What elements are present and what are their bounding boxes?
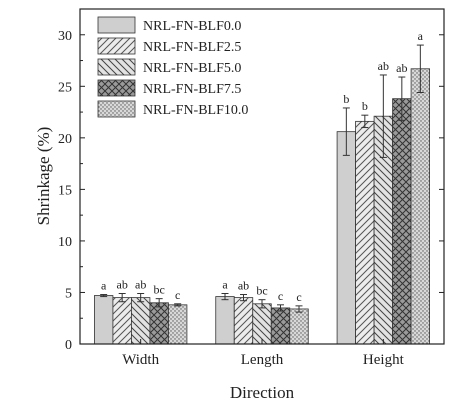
bar bbox=[289, 308, 309, 345]
bar bbox=[355, 120, 375, 345]
x-axis-title: Direction bbox=[230, 383, 295, 402]
legend-entry-label: NRL-FN-BLF10.0 bbox=[143, 103, 248, 118]
bar bbox=[149, 302, 169, 345]
y-tick-label: 30 bbox=[58, 29, 72, 44]
significance-label: c bbox=[296, 290, 301, 304]
bar bbox=[215, 296, 235, 345]
y-tick-label: 15 bbox=[58, 183, 72, 198]
significance-label: b bbox=[343, 92, 349, 106]
x-category-label: Length bbox=[241, 352, 284, 368]
significance-label: bc bbox=[154, 283, 165, 297]
significance-label: ab bbox=[396, 61, 407, 75]
bar bbox=[270, 307, 291, 345]
x-category-label: Height bbox=[363, 352, 405, 368]
error-bars-layer bbox=[100, 44, 424, 313]
legend-swatch bbox=[97, 79, 136, 97]
significance-label: ab bbox=[378, 59, 389, 73]
significance-label: a bbox=[222, 277, 228, 291]
legend-swatch bbox=[97, 58, 136, 76]
legend-entry-label: NRL-FN-BLF0.0 bbox=[143, 19, 241, 34]
significance-label: ab bbox=[238, 279, 249, 293]
bar bbox=[168, 304, 188, 345]
x-category-label: Width bbox=[122, 352, 159, 368]
significance-label: a bbox=[418, 29, 424, 43]
bar bbox=[252, 303, 272, 345]
legend-entry-label: NRL-FN-BLF5.0 bbox=[143, 61, 241, 76]
bar bbox=[112, 297, 132, 345]
bar bbox=[392, 98, 412, 345]
legend-swatch bbox=[97, 16, 136, 34]
y-tick-label: 5 bbox=[65, 286, 72, 301]
significance-label: c bbox=[278, 289, 283, 303]
legend: NRL-FN-BLF0.0 NRL-FN-BLF2.5 NRL-FN-BLF5.0 N… bbox=[97, 16, 248, 118]
y-axis-title: Shrinkage (%) bbox=[34, 127, 53, 226]
bar bbox=[336, 131, 356, 345]
y-tick-label: 10 bbox=[58, 235, 72, 250]
bar bbox=[410, 68, 430, 345]
y-tick-label: 0 bbox=[65, 338, 72, 353]
significance-label: ab bbox=[117, 277, 128, 291]
significance-label: c bbox=[175, 288, 180, 302]
y-tick-label: 20 bbox=[58, 132, 72, 147]
bar bbox=[233, 297, 254, 345]
significance-label: b bbox=[362, 99, 368, 113]
significance-label: bc bbox=[256, 284, 267, 298]
x-axis-categories: Width Length Height bbox=[122, 339, 405, 368]
significance-label: ab bbox=[135, 277, 146, 291]
legend-swatch bbox=[97, 100, 136, 118]
legend-entry-label: NRL-FN-BLF7.5 bbox=[143, 82, 241, 97]
bar bbox=[94, 295, 114, 345]
significance-label: a bbox=[101, 279, 107, 293]
bar bbox=[131, 297, 151, 345]
legend-entry-label: NRL-FN-BLF2.5 bbox=[143, 40, 241, 55]
y-axis-ticks: 0 5 10 15 20 25 30 bbox=[58, 29, 444, 353]
y-tick-label: 25 bbox=[58, 80, 72, 95]
legend-swatch bbox=[97, 37, 136, 55]
